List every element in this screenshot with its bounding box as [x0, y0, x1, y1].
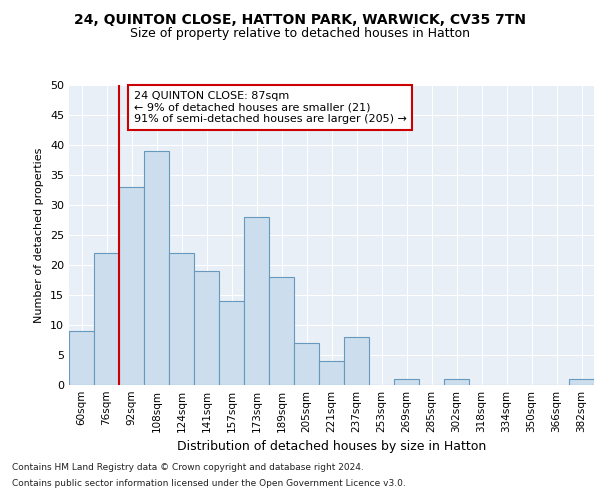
Text: Size of property relative to detached houses in Hatton: Size of property relative to detached ho… — [130, 28, 470, 40]
Bar — [394, 379, 419, 385]
Bar — [319, 361, 344, 385]
Bar — [169, 253, 194, 385]
Bar — [144, 151, 169, 385]
X-axis label: Distribution of detached houses by size in Hatton: Distribution of detached houses by size … — [177, 440, 486, 454]
Bar — [219, 301, 244, 385]
Bar — [194, 271, 219, 385]
Text: Contains HM Land Registry data © Crown copyright and database right 2024.: Contains HM Land Registry data © Crown c… — [12, 462, 364, 471]
Bar — [344, 337, 369, 385]
Bar — [244, 217, 269, 385]
Text: 24 QUINTON CLOSE: 87sqm
← 9% of detached houses are smaller (21)
91% of semi-det: 24 QUINTON CLOSE: 87sqm ← 9% of detached… — [134, 91, 407, 124]
Bar — [94, 253, 119, 385]
Bar — [569, 379, 594, 385]
Text: 24, QUINTON CLOSE, HATTON PARK, WARWICK, CV35 7TN: 24, QUINTON CLOSE, HATTON PARK, WARWICK,… — [74, 12, 526, 26]
Bar — [269, 277, 294, 385]
Bar — [294, 343, 319, 385]
Bar — [69, 331, 94, 385]
Bar — [444, 379, 469, 385]
Y-axis label: Number of detached properties: Number of detached properties — [34, 148, 44, 322]
Text: Contains public sector information licensed under the Open Government Licence v3: Contains public sector information licen… — [12, 479, 406, 488]
Bar — [119, 187, 144, 385]
